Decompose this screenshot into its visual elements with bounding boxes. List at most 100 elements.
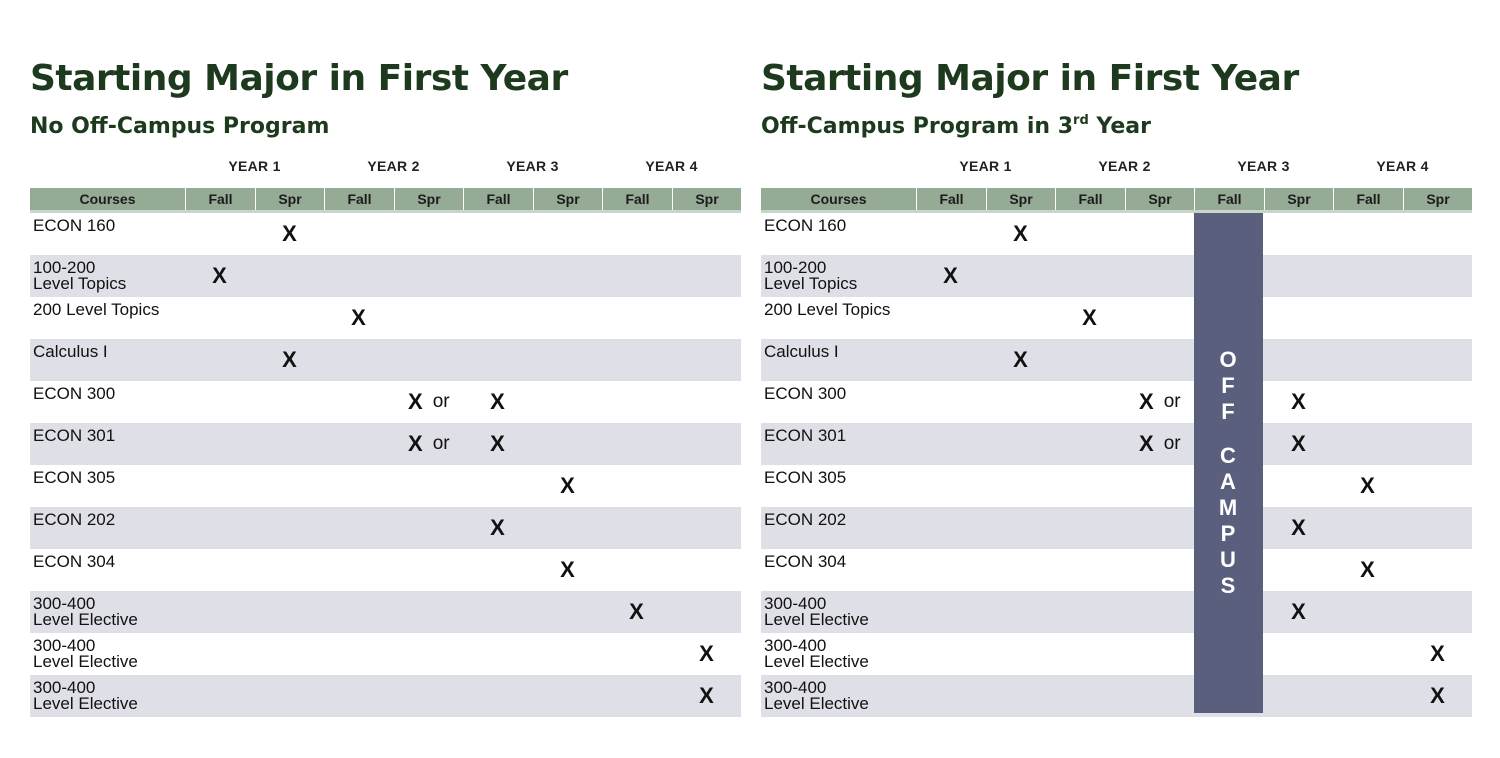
- course-name: ECON 300: [33, 384, 116, 403]
- year-label: YEAR 2: [367, 158, 420, 174]
- course-name: Calculus I: [33, 342, 108, 361]
- table-row: 200 Level Topics X: [761, 297, 1472, 339]
- table-row: 200 Level Topics X: [30, 297, 741, 339]
- year-headers: YEAR 1 YEAR 2 YEAR 3 YEAR 4: [761, 158, 1472, 180]
- course-name: ECON 304: [33, 552, 116, 571]
- table-row: 300-400 Level Elective X: [30, 591, 741, 633]
- course-name: 300-400 Level Elective: [764, 678, 869, 713]
- schedule-mark: X: [282, 347, 297, 372]
- table-row: ECON 304 X: [761, 549, 1472, 591]
- table-row: 100-200 Level Topics X: [30, 255, 741, 297]
- table-row: 300-400 Level Elective X: [761, 675, 1472, 717]
- table-header: Courses Fall Spr Fall Spr Fall Spr Fall …: [761, 188, 1472, 213]
- column-header-courses: Courses: [810, 191, 867, 207]
- course-table-body: ECON 160 X 100-200 Level Topics X 200 Level …: [761, 213, 1472, 717]
- off-campus-letter: F: [1221, 399, 1236, 424]
- schedule-mark: X: [1360, 557, 1375, 582]
- table-row: ECON 305 X: [761, 465, 1472, 507]
- off-campus-letter: C: [1220, 443, 1237, 468]
- schedule-mark: X: [560, 557, 575, 582]
- schedule-mark: X: [699, 683, 714, 708]
- schedule-mark: X: [1430, 641, 1445, 666]
- table-row: 300-400 Level Elective X: [761, 591, 1472, 633]
- column-header-term: Spr: [672, 188, 741, 210]
- course-name: 300-400 Level Elective: [764, 636, 869, 671]
- column-header-term: Spr: [533, 188, 602, 210]
- course-name: Calculus I: [764, 342, 839, 361]
- column-header-term: Spr: [394, 188, 463, 210]
- schedule-mark: X: [699, 641, 714, 666]
- column-header-term: Spr: [1125, 188, 1194, 210]
- course-name: ECON 300: [764, 384, 847, 403]
- column-header-term: Fall: [1333, 188, 1403, 210]
- schedule-mark: X: [1291, 599, 1306, 624]
- table-row: ECON 304 X: [30, 549, 741, 591]
- course-name: ECON 160: [33, 216, 116, 235]
- table-row: 300-400 Level Elective X: [761, 633, 1472, 675]
- panel-off-campus-third-year: Starting Major in First Year Off-Campus …: [761, 0, 1472, 758]
- course-name: ECON 301: [33, 426, 116, 445]
- panel-title: Starting Major in First Year: [30, 58, 568, 99]
- panel-title: Starting Major in First Year: [761, 58, 1299, 99]
- course-name: ECON 202: [764, 510, 847, 529]
- schedule-mark: X: [1291, 431, 1306, 456]
- schedule-mark: X: [212, 263, 227, 288]
- course-name: ECON 305: [33, 468, 116, 487]
- year-label: YEAR 4: [645, 158, 698, 174]
- subtitle-text-end: Year: [1088, 114, 1151, 139]
- table-header: Courses Fall Spr Fall Spr Fall Spr Fall …: [30, 188, 741, 213]
- course-name: 200 Level Topics: [33, 300, 160, 319]
- off-campus-letter: A: [1220, 469, 1237, 494]
- year-label: YEAR 3: [506, 158, 559, 174]
- course-name: 100-200 Level Topics: [764, 258, 858, 293]
- panel-subtitle: No Off-Campus Program: [30, 114, 330, 139]
- subtitle-superscript: rd: [1073, 113, 1089, 128]
- column-header-term: Fall: [324, 188, 394, 210]
- column-header-courses: Courses: [79, 191, 136, 207]
- subtitle-text: Off-Campus Program in 3: [761, 114, 1074, 139]
- table-row: ECON 160 X: [761, 213, 1472, 255]
- off-campus-letter: M: [1218, 495, 1239, 520]
- schedule-mark: X: [490, 431, 505, 456]
- schedule-mark: X: [1430, 683, 1445, 708]
- schedule-mark: X: [1360, 473, 1375, 498]
- table-row: 100-200 Level Topics X: [761, 255, 1472, 297]
- table-row: Calculus I X: [30, 339, 741, 381]
- year-label: YEAR 1: [228, 158, 281, 174]
- year-label: YEAR 2: [1098, 158, 1151, 174]
- schedule-mark: X: [490, 389, 505, 414]
- panel-subtitle: Off-Campus Program in 3rd Year: [761, 113, 1151, 139]
- table-row: ECON 202 X: [761, 507, 1472, 549]
- column-header-term: Fall: [1055, 188, 1125, 210]
- course-name: 100-200 Level Topics: [33, 258, 127, 293]
- course-name: 300-400 Level Elective: [764, 594, 869, 629]
- course-name: ECON 301: [764, 426, 847, 445]
- column-header-term: Spr: [986, 188, 1055, 210]
- table-row: 300-400 Level Elective X: [30, 675, 741, 717]
- schedule-mark: X: [1013, 347, 1028, 372]
- off-campus-letter: O: [1219, 347, 1238, 372]
- schedule-mark: X: [1082, 305, 1097, 330]
- course-name: 300-400 Level Elective: [33, 636, 138, 671]
- off-campus-letter: S: [1220, 573, 1237, 598]
- schedule-mark: X: [1013, 221, 1028, 246]
- course-name: ECON 202: [33, 510, 116, 529]
- column-header-term: Fall: [463, 188, 533, 210]
- table-row: ECON 305 X: [30, 465, 741, 507]
- column-header-term: Spr: [1264, 188, 1333, 210]
- table-row: 300-400 Level Elective X: [30, 633, 741, 675]
- off-campus-letter: F: [1221, 373, 1236, 398]
- schedule-mark: X: [282, 221, 297, 246]
- table-row: ECON 160 X: [30, 213, 741, 255]
- course-name: 300-400 Level Elective: [33, 594, 138, 629]
- year-label: YEAR 1: [959, 158, 1012, 174]
- year-label: YEAR 3: [1237, 158, 1290, 174]
